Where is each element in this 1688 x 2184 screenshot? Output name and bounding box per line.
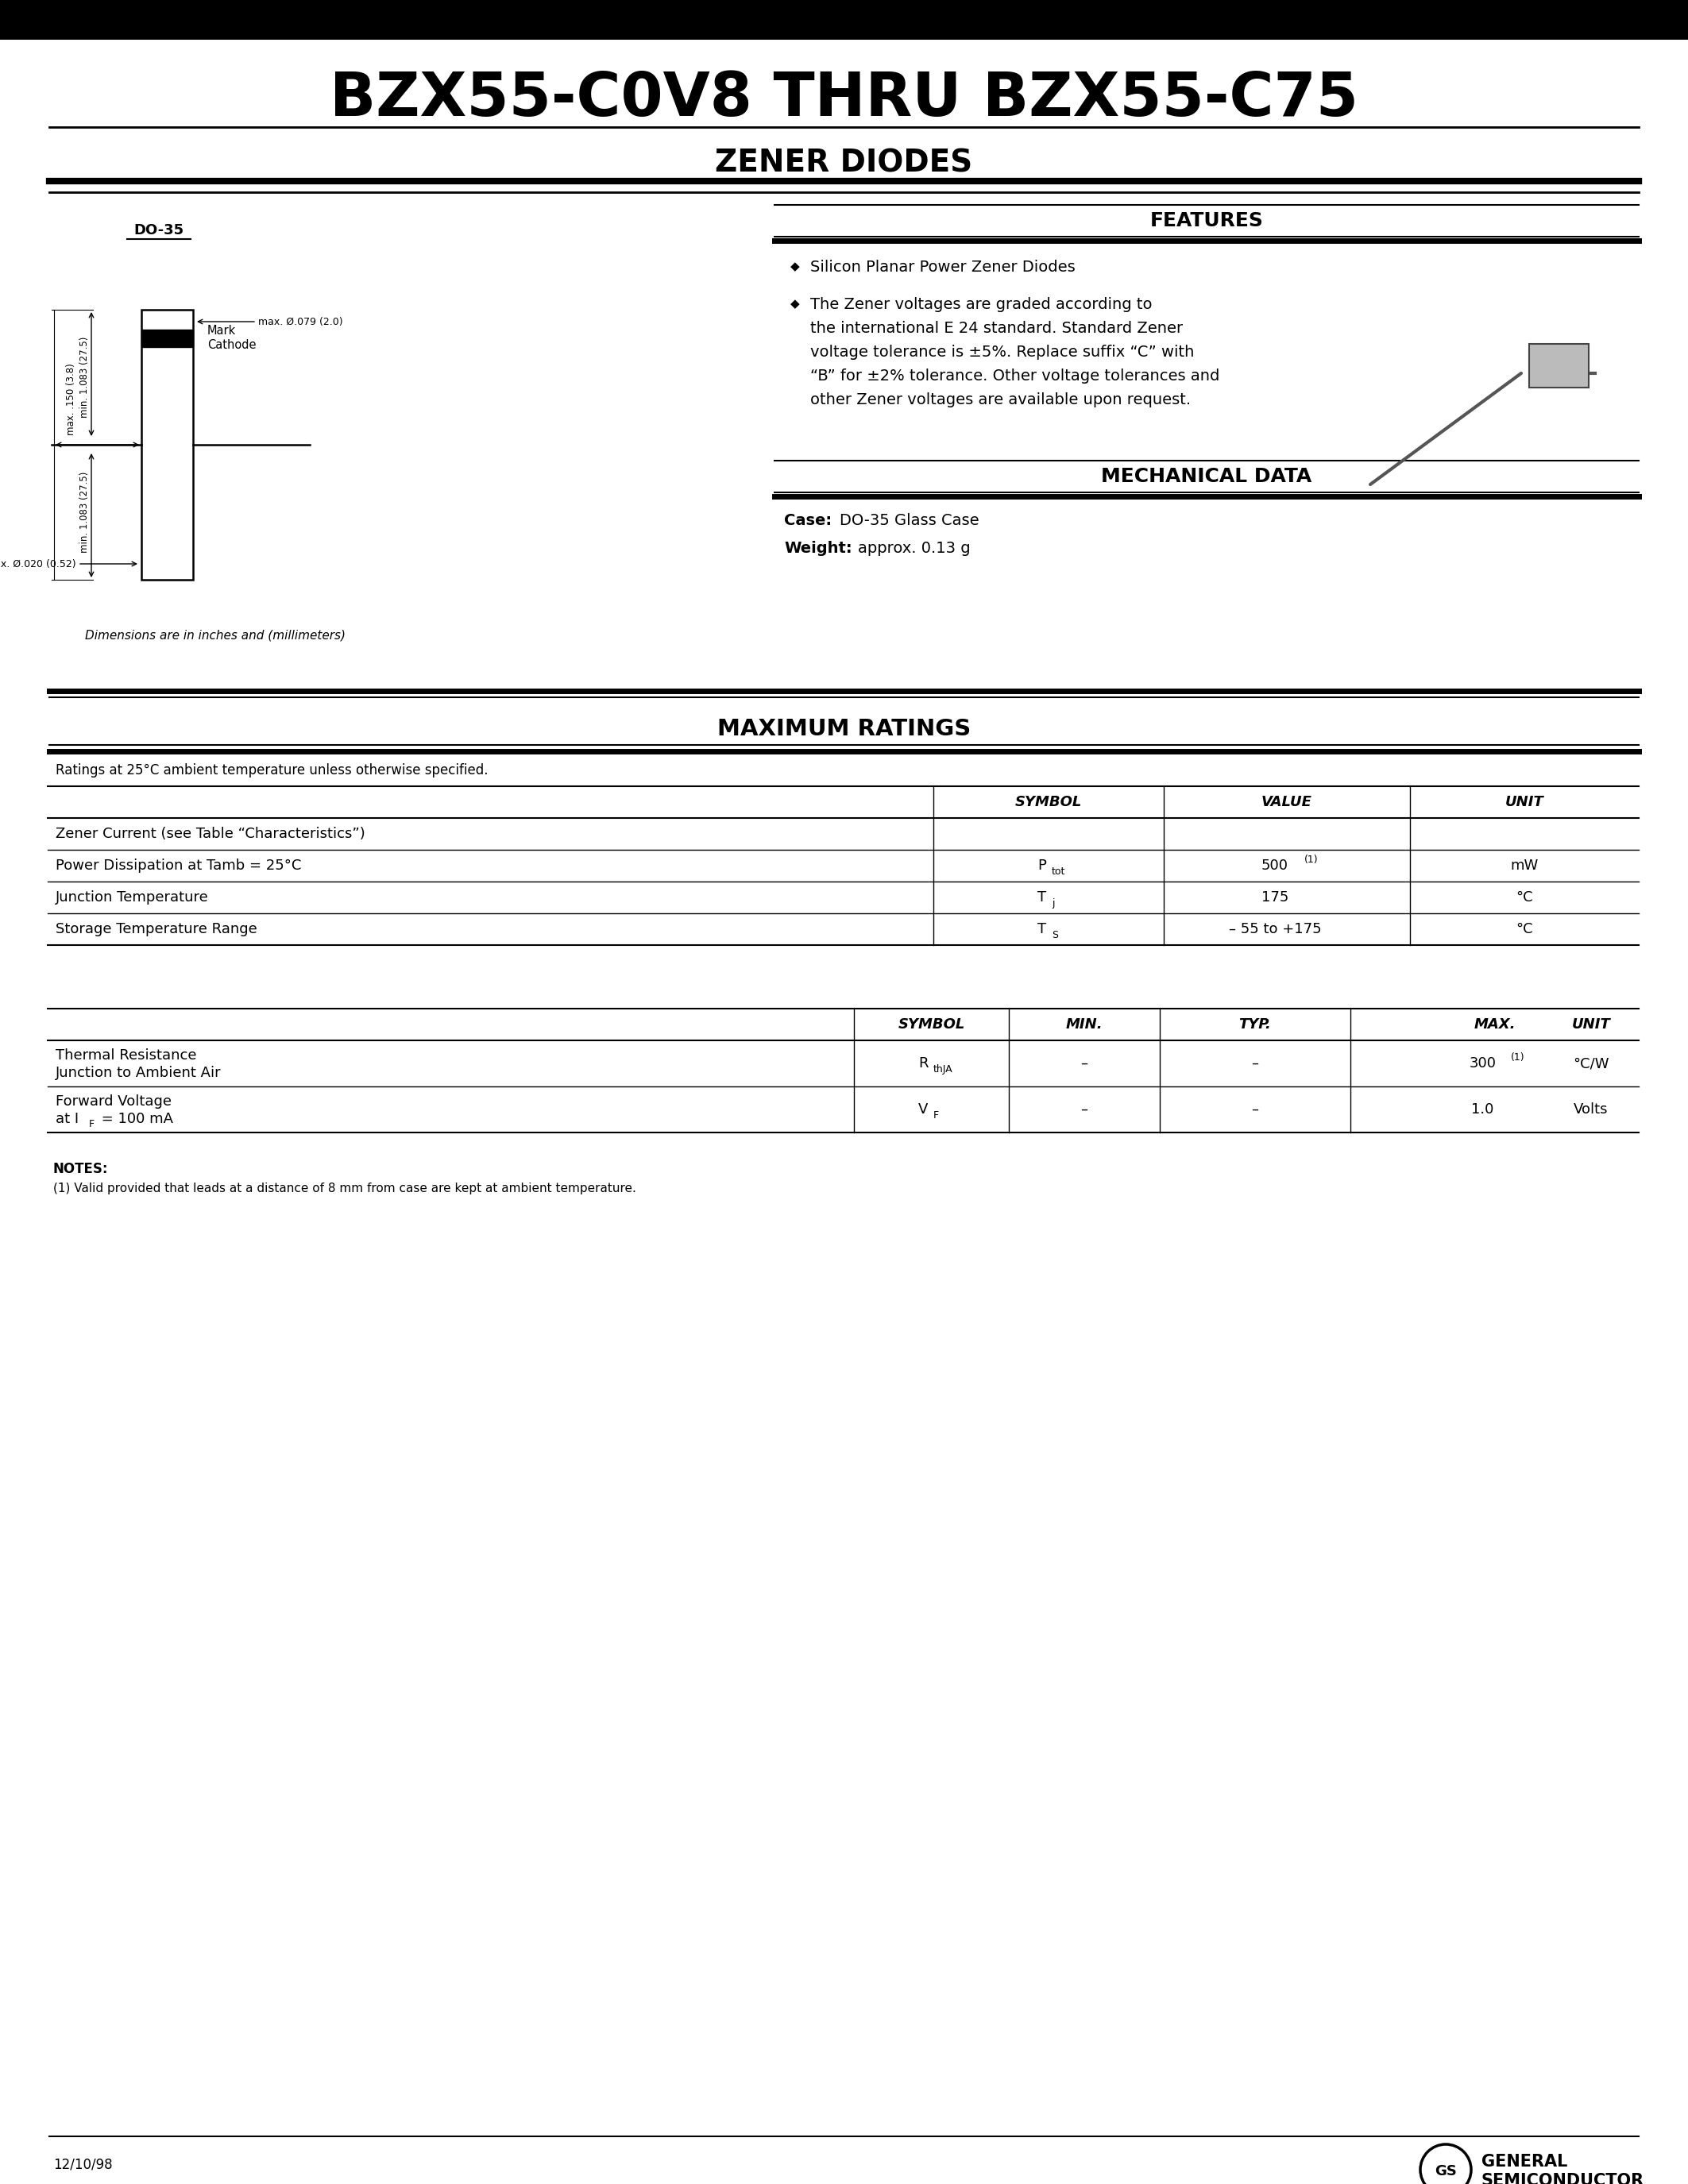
Text: Silicon Planar Power Zener Diodes: Silicon Planar Power Zener Diodes: [810, 260, 1075, 275]
Text: approx. 0.13 g: approx. 0.13 g: [858, 539, 971, 555]
Text: (1): (1): [1305, 854, 1318, 865]
Text: j: j: [1052, 898, 1055, 909]
Text: = 100 mA: = 100 mA: [96, 1112, 174, 1127]
Text: Volts: Volts: [1573, 1103, 1609, 1116]
Bar: [0, 0, 1688, 39]
Text: Ratings at 25°C ambient temperature unless otherwise specified.: Ratings at 25°C ambient temperature unle…: [56, 762, 488, 778]
Text: ZENER DIODES: ZENER DIODES: [716, 149, 972, 177]
Text: GS: GS: [1435, 2164, 1457, 2177]
Text: mW: mW: [1511, 858, 1538, 874]
Text: Junction to Ambient Air: Junction to Ambient Air: [56, 1066, 221, 1081]
Text: tot: tot: [1052, 867, 1065, 876]
Text: 12/10/98: 12/10/98: [54, 2158, 113, 2171]
Text: SEMICONDUCTOR: SEMICONDUCTOR: [1482, 2173, 1644, 2184]
Text: DO-35: DO-35: [133, 223, 184, 238]
Text: voltage tolerance is ±5%. Replace suffix “C” with: voltage tolerance is ±5%. Replace suffix…: [810, 345, 1193, 360]
Text: Case:: Case:: [783, 513, 832, 529]
Text: T: T: [1038, 891, 1047, 904]
Text: –: –: [1080, 1057, 1087, 1070]
Text: 300: 300: [1469, 1057, 1496, 1070]
Text: °C: °C: [1516, 922, 1533, 937]
Text: Mark: Mark: [208, 325, 236, 336]
Text: – 55 to +175: – 55 to +175: [1229, 922, 1322, 937]
Text: P: P: [1038, 858, 1047, 874]
Text: GENERAL: GENERAL: [1482, 2153, 1568, 2169]
Text: V: V: [918, 1103, 928, 1116]
Text: UNIT: UNIT: [1572, 1018, 1610, 1031]
Text: MAX.: MAX.: [1474, 1018, 1516, 1031]
Text: Zener Current (see Table “Characteristics”): Zener Current (see Table “Characteristic…: [56, 828, 365, 841]
Bar: [142, 330, 192, 347]
Text: Dimensions are in inches and (millimeters): Dimensions are in inches and (millimeter…: [84, 629, 346, 642]
Text: SYMBOL: SYMBOL: [1014, 795, 1082, 810]
Text: max. Ø.020 (0.52): max. Ø.020 (0.52): [0, 559, 76, 570]
Text: 175: 175: [1261, 891, 1288, 904]
Text: max. .150 (3.8): max. .150 (3.8): [66, 363, 76, 435]
Text: (1): (1): [1511, 1053, 1524, 1061]
Text: –: –: [1251, 1057, 1259, 1070]
Text: min. 1.083 (27.5): min. 1.083 (27.5): [79, 472, 89, 553]
Text: S: S: [1052, 930, 1058, 939]
Text: Forward Voltage: Forward Voltage: [56, 1094, 172, 1109]
Text: ◆: ◆: [790, 299, 800, 310]
Text: MIN.: MIN.: [1065, 1018, 1102, 1031]
Text: TYP.: TYP.: [1239, 1018, 1271, 1031]
Text: Cathode: Cathode: [208, 339, 257, 352]
Text: Junction Temperature: Junction Temperature: [56, 891, 209, 904]
Text: at I: at I: [56, 1112, 79, 1127]
Bar: [142, 310, 192, 579]
Text: MAXIMUM RATINGS: MAXIMUM RATINGS: [717, 719, 971, 740]
Text: F: F: [89, 1118, 95, 1129]
Text: VALUE: VALUE: [1261, 795, 1312, 810]
Text: min. 1.083 (27.5): min. 1.083 (27.5): [79, 336, 89, 417]
Text: –: –: [1080, 1103, 1087, 1116]
Text: FEATURES: FEATURES: [1150, 212, 1263, 229]
Text: UNIT: UNIT: [1506, 795, 1545, 810]
Text: other Zener voltages are available upon request.: other Zener voltages are available upon …: [810, 391, 1190, 406]
Text: ◆: ◆: [790, 260, 800, 273]
Text: F: F: [933, 1109, 939, 1120]
Text: MECHANICAL DATA: MECHANICAL DATA: [1101, 467, 1312, 487]
Text: DO-35 Glass Case: DO-35 Glass Case: [839, 513, 979, 529]
Text: The Zener voltages are graded according to: The Zener voltages are graded according …: [810, 297, 1153, 312]
Text: R: R: [918, 1057, 928, 1070]
Text: °C/W: °C/W: [1573, 1057, 1609, 1070]
Text: Power Dissipation at Tamb = 25°C: Power Dissipation at Tamb = 25°C: [56, 858, 302, 874]
Text: Thermal Resistance: Thermal Resistance: [56, 1048, 196, 1064]
Text: –: –: [1251, 1103, 1259, 1116]
Bar: [1529, 343, 1588, 387]
Text: T: T: [1038, 922, 1047, 937]
Text: NOTES:: NOTES:: [54, 1162, 108, 1177]
Text: the international E 24 standard. Standard Zener: the international E 24 standard. Standar…: [810, 321, 1183, 336]
Text: BZX55-C0V8 THRU BZX55-C75: BZX55-C0V8 THRU BZX55-C75: [329, 70, 1359, 129]
Text: °C: °C: [1516, 891, 1533, 904]
Text: thJA: thJA: [933, 1064, 952, 1075]
Text: 500: 500: [1261, 858, 1288, 874]
Text: SYMBOL: SYMBOL: [898, 1018, 966, 1031]
Text: “B” for ±2% tolerance. Other voltage tolerances and: “B” for ±2% tolerance. Other voltage tol…: [810, 369, 1220, 382]
Text: Weight:: Weight:: [783, 539, 852, 555]
Text: max. Ø.079 (2.0): max. Ø.079 (2.0): [258, 317, 343, 328]
Text: (1) Valid provided that leads at a distance of 8 mm from case are kept at ambien: (1) Valid provided that leads at a dista…: [54, 1182, 636, 1195]
Text: Storage Temperature Range: Storage Temperature Range: [56, 922, 257, 937]
Text: 1.0: 1.0: [1472, 1103, 1494, 1116]
